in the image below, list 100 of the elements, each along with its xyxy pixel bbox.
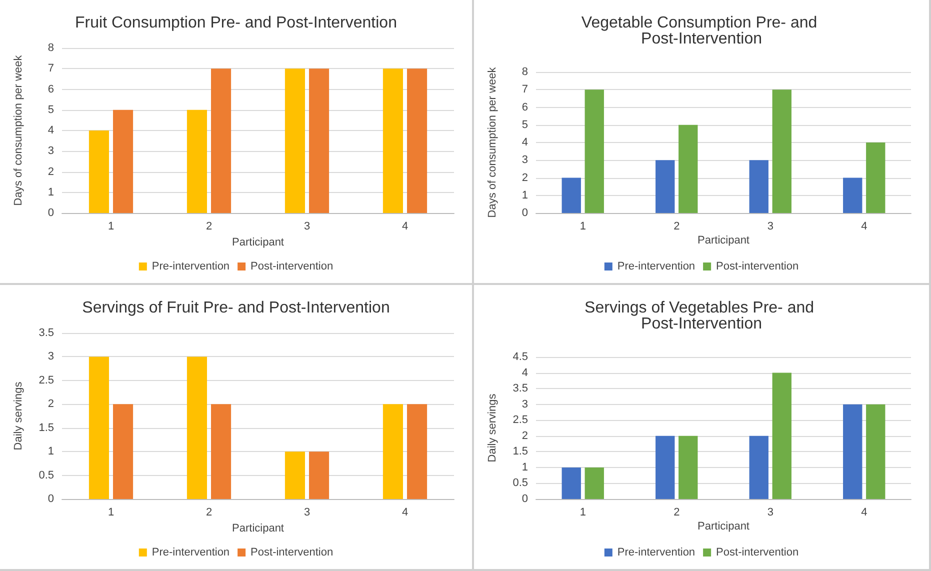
bar [382, 404, 403, 499]
bar [186, 110, 207, 213]
y-tick-label: 1 [48, 446, 54, 458]
x-tick-label: 4 [861, 220, 868, 232]
legend-label: Post-intervention [250, 260, 334, 272]
legend-label: Post-intervention [250, 546, 334, 558]
x-tick-label: 2 [674, 506, 680, 518]
y-axis-title: Daily servings [12, 381, 24, 450]
bar [656, 160, 675, 213]
x-tick-label: 3 [767, 506, 774, 518]
y-tick-label: 2.5 [38, 374, 54, 386]
x-tick-label: 2 [206, 506, 212, 518]
bar [749, 160, 768, 213]
chart-title: Servings of Fruit Pre- and Post-Intervention [82, 300, 390, 316]
chart-title: Fruit Consumption Pre- and Post-Intervention [75, 14, 397, 32]
bar [407, 404, 428, 499]
x-axis-title: Participant [232, 236, 284, 248]
chart-title: Vegetable Consumption Pre- and Post-Intervention [581, 14, 822, 48]
y-tick-label: 7 [522, 84, 528, 96]
x-tick-label: 4 [402, 220, 408, 232]
bar [113, 404, 134, 499]
x-axis-title: Participant [698, 520, 750, 532]
legend-label: Pre-intervention [152, 546, 230, 558]
bar [382, 68, 403, 213]
y-tick-label: 6 [48, 83, 54, 96]
y-tick-label: 3.5 [512, 382, 528, 395]
x-tick-label: 3 [767, 220, 774, 232]
bar [749, 436, 768, 499]
bar [843, 404, 862, 499]
bar [211, 68, 232, 213]
y-tick-label: 8 [522, 66, 528, 78]
x-tick-label: 1 [580, 506, 586, 518]
y-tick-label: 2.5 [512, 414, 528, 426]
legend-label: Post-intervention [716, 260, 799, 272]
y-tick-label: 4 [522, 136, 528, 148]
x-axis-title: Participant [698, 234, 750, 246]
bar [309, 68, 330, 213]
y-tick-label: 3 [522, 154, 528, 166]
bar [88, 356, 109, 499]
y-tick-label: 2 [48, 166, 54, 178]
x-tick-label: 1 [108, 506, 114, 518]
bar [284, 68, 305, 213]
y-tick-label: 0 [522, 493, 528, 505]
y-tick-label: 3 [48, 350, 54, 363]
y-tick-label: 4 [48, 124, 54, 136]
y-tick-label: 2 [522, 172, 528, 184]
bar [88, 130, 109, 213]
y-tick-label: 4.5 [512, 351, 528, 363]
y-tick-label: 1 [48, 186, 54, 198]
x-tick-label: 3 [304, 220, 310, 232]
bar [772, 372, 792, 499]
y-tick-label: 4 [522, 366, 528, 379]
y-tick-label: 6 [522, 101, 528, 114]
bar [656, 436, 675, 499]
x-axis-title: Participant [232, 522, 284, 534]
bar [284, 452, 305, 499]
x-tick-label: 2 [206, 220, 212, 232]
y-axis-title: Days of consumption per week [486, 66, 498, 218]
bar [584, 467, 604, 499]
y-tick-label: 0.5 [512, 477, 528, 490]
y-tick-label: 5 [48, 104, 54, 116]
y-tick-label: 0 [48, 207, 54, 219]
x-tick-label: 3 [304, 506, 310, 518]
legend-label: Pre-intervention [152, 260, 230, 272]
bar [562, 467, 581, 499]
y-tick-label: 7 [48, 62, 54, 75]
y-tick-label: 5 [522, 118, 528, 131]
y-tick-label: 8 [48, 42, 54, 54]
bar [562, 178, 581, 213]
bar [772, 90, 792, 213]
bar [407, 68, 428, 213]
legend-label: Pre-intervention [617, 546, 696, 558]
y-tick-label: 1 [522, 461, 528, 474]
bar [866, 142, 886, 213]
y-tick-label: 1.5 [38, 422, 54, 434]
bar [309, 452, 330, 499]
y-tick-label: 0 [48, 493, 54, 505]
y-tick-label: 3 [522, 398, 528, 410]
y-tick-label: 2 [522, 430, 528, 442]
bar [186, 356, 207, 499]
x-tick-label: 2 [674, 220, 680, 232]
y-tick-label: 2 [48, 398, 54, 410]
bar [113, 110, 134, 213]
bar [843, 178, 862, 213]
bar [211, 404, 232, 499]
x-tick-label: 4 [402, 506, 408, 518]
y-axis-title: Days of consumption per week [12, 54, 24, 206]
legend-label: Pre-intervention [617, 260, 696, 272]
y-tick-label: 0 [522, 207, 528, 219]
x-tick-label: 1 [580, 220, 586, 232]
x-tick-label: 1 [108, 220, 114, 232]
y-tick-label: 0.5 [38, 469, 54, 482]
chart-title: Servings of Vegetables Pre- and Post-Intervention [584, 300, 818, 332]
y-tick-label: 3.5 [38, 327, 54, 339]
y-axis-title: Daily servings [486, 393, 498, 462]
y-tick-label: 1.5 [512, 446, 528, 458]
legend-label: Post-intervention [716, 546, 799, 558]
y-tick-label: 1 [522, 189, 528, 202]
bar [584, 90, 604, 213]
x-tick-label: 4 [861, 506, 868, 518]
